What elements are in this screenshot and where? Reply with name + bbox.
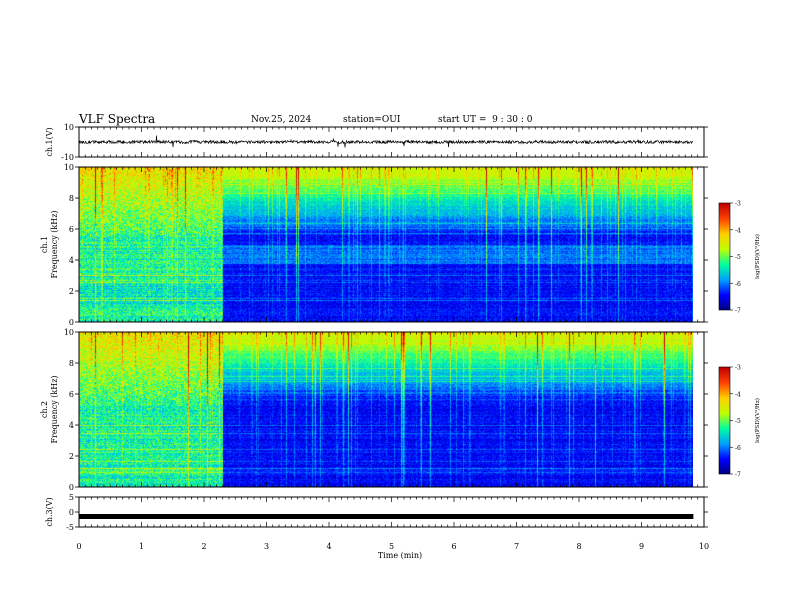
- date-label: Nov.25, 2024: [251, 115, 312, 125]
- y-tick-label: 8: [69, 194, 74, 203]
- colorbar-tick-label: -3: [735, 365, 741, 372]
- colorbar-ch2: [719, 367, 730, 474]
- x-tick-label: 5: [389, 542, 394, 551]
- y-tick-label: 2: [69, 452, 74, 461]
- colorbar-tick-label: -4: [735, 391, 741, 398]
- x-tick-label: 0: [76, 542, 81, 551]
- colorbar-tick-label: -6: [735, 445, 741, 452]
- colorbar-tick-label: -7: [735, 472, 741, 479]
- y-tick-label: 8: [69, 359, 74, 368]
- y-axis-label: ch.2: [40, 401, 49, 418]
- y-axis-label: Frequency (kHz): [50, 210, 59, 278]
- y-tick-label: 4: [69, 421, 74, 430]
- x-tick-label: 1: [139, 542, 144, 551]
- colorbar-tick-label: -4: [735, 227, 741, 234]
- station-label: station=OUI: [343, 115, 401, 125]
- y-tick-label: 0: [69, 318, 74, 327]
- y-tick-label: 0: [69, 508, 74, 517]
- y-tick-label: 6: [69, 225, 74, 234]
- x-axis-label: Time (min): [378, 551, 422, 560]
- y-axis-label: ch.1: [40, 236, 49, 253]
- y-tick-label: -5: [66, 523, 74, 532]
- spectrogram-image-ch1: [79, 167, 693, 322]
- colorbar-tick-label: -5: [735, 254, 741, 261]
- y-tick-label: -10: [61, 153, 74, 162]
- colorbar-tick-label: -5: [735, 418, 741, 425]
- colorbar-ch1: [719, 203, 730, 310]
- y-tick-label: 0: [69, 483, 74, 492]
- x-tick-label: 3: [264, 542, 269, 551]
- spectrogram-image-ch2: [79, 332, 693, 487]
- y-axis-label: ch.1(V): [45, 127, 54, 156]
- x-tick-label: 8: [576, 542, 581, 551]
- y-tick-label: 10: [64, 163, 74, 172]
- colorbar-label: log(PSD)(V²/Hz): [754, 234, 761, 279]
- y-tick-label: 10: [64, 123, 74, 132]
- start-time-label: start UT = 9 : 30 : 0: [438, 115, 533, 125]
- x-tick-label: 10: [699, 542, 709, 551]
- x-tick-label: 2: [201, 542, 206, 551]
- x-tick-label: 7: [514, 542, 519, 551]
- x-tick-label: 6: [451, 542, 456, 551]
- y-axis-label: Frequency (kHz): [50, 375, 59, 443]
- y-tick-label: 2: [69, 287, 74, 296]
- x-tick-label: 9: [639, 542, 644, 551]
- colorbar-tick-label: -7: [735, 308, 741, 315]
- y-tick-label: 5: [69, 493, 74, 502]
- y-tick-label: 4: [69, 256, 74, 265]
- colorbar-tick-label: -3: [735, 201, 741, 208]
- plot-title: VLF Spectra: [79, 112, 156, 126]
- y-axis-label: ch.3(V): [45, 497, 54, 526]
- colorbar-tick-label: -6: [735, 281, 741, 288]
- ch3-waveform-trace: [79, 514, 694, 519]
- y-tick-label: 6: [69, 390, 74, 399]
- y-tick-label: 10: [64, 328, 74, 337]
- ch1-waveform-trace: [78, 135, 694, 148]
- x-tick-label: 4: [326, 542, 331, 551]
- colorbar-label: log(PSD)(V²/Hz): [754, 398, 761, 443]
